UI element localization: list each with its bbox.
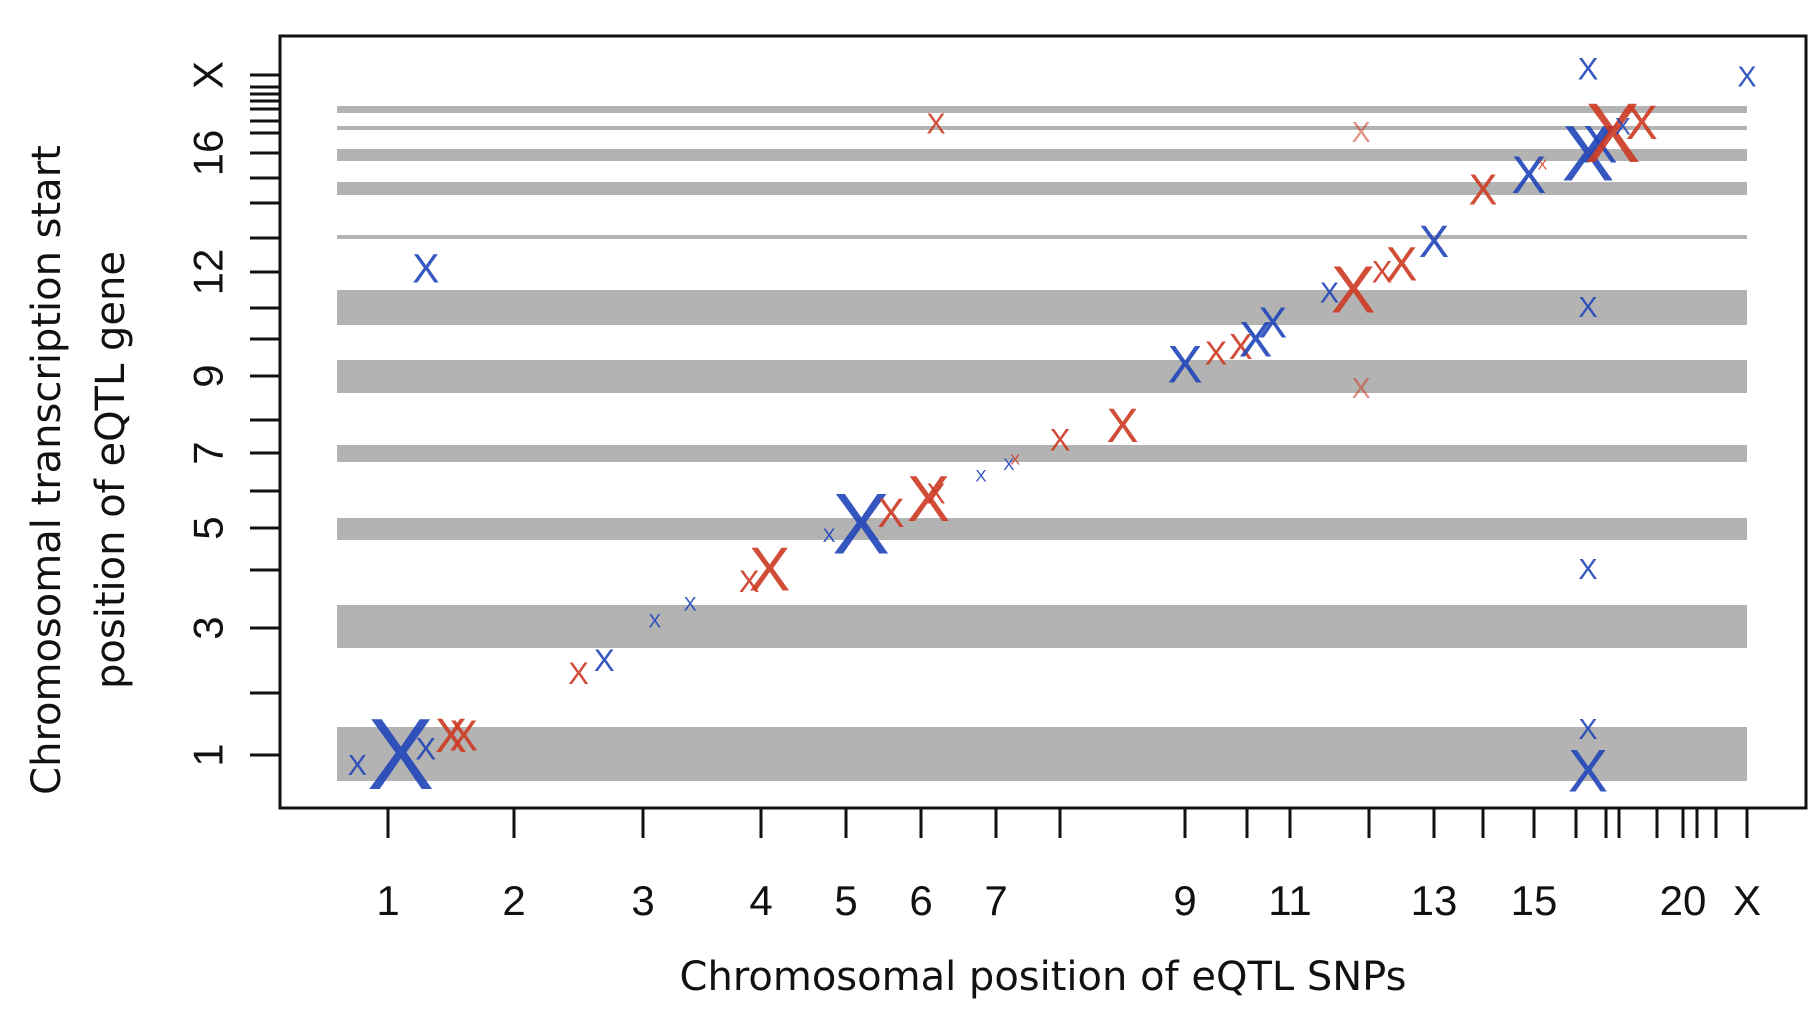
y-band-3 [337,518,1747,540]
y-band-7 [337,235,1747,239]
y-band-10 [337,126,1747,130]
data-point-31: X [1372,255,1393,290]
y-band-9 [337,149,1747,161]
data-point-10: X [684,594,697,615]
data-point-45: X [1578,292,1597,324]
y-tick-label-5: 5 [185,516,232,539]
data-point-40: X [1582,116,1617,175]
data-point-17: X [926,479,945,511]
y-band-8 [337,182,1747,195]
x-tick-label-13: 13 [1411,877,1458,924]
data-point-26: X [1229,326,1253,367]
y-band-group [337,106,1747,781]
y-band-5 [337,360,1747,393]
data-point-23: X [1106,400,1138,453]
x-tick-label-5: 5 [834,877,857,924]
y-band-11 [337,106,1747,113]
data-point-11: X [739,564,760,599]
y-tick-label-9: 9 [185,364,232,387]
x-tick-label-15: 15 [1511,877,1558,924]
y-axis: 1 3 5 7 9 12 16 X [185,61,280,767]
data-point-21: X [1010,453,1020,469]
data-point-5: X [449,712,478,760]
data-point-13: X [823,526,836,547]
data-point-20: X [1003,455,1014,474]
data-point-19: X [975,466,986,485]
x-tick-label-9: 9 [1173,877,1196,924]
x-tick-label-11: 11 [1268,877,1312,924]
x-tick-label-2: 2 [502,877,525,924]
data-point-22: X [1050,422,1071,457]
data-point-24: X [1167,335,1202,394]
data-point-46: X [1578,554,1597,586]
y-tick-label-1: 1 [185,743,232,766]
y-band-4 [337,445,1747,462]
data-point-25: X [1205,335,1227,372]
y-tick-label-12: 12 [185,249,232,296]
data-point-16: X [907,462,950,535]
y-axis-label-line-2: position of eQTL gene [88,251,134,689]
y-band-1 [337,727,1747,781]
x-tick-label-20: 20 [1660,877,1707,924]
data-point-34: X [1351,117,1370,149]
y-tick-label-7: 7 [185,441,232,464]
data-point-12: X [749,536,791,605]
data-point-39: X [1562,109,1615,198]
x-tick-label-3: 3 [631,877,654,924]
x-tick-label-6: 6 [909,877,932,924]
data-point-1: X [367,699,434,811]
y-axis-label-line-1: Chromosomal transcription start [24,145,70,795]
data-point-6: X [412,246,439,292]
x-axis: 1 2 3 4 5 6 7 9 11 13 15 20 X [376,808,1761,924]
data-point-44: X [1578,52,1599,87]
data-point-37: X [1511,146,1546,205]
data-point-41: X [1584,86,1640,180]
data-point-28: X [1258,300,1287,348]
data-point-42: X [1615,114,1631,141]
plot-frame [278,34,1808,810]
x-tick-label-7: 7 [984,877,1007,924]
data-point-35: X [1351,373,1370,405]
data-point-38: X [1538,158,1548,174]
data-point-47: X [1578,714,1597,746]
y-tick-label-3: 3 [185,616,232,639]
data-point-27: X [1239,311,1273,368]
data-point-18: X [926,109,945,141]
y-tick-label-x: X [185,61,232,89]
data-point-32: X [1385,239,1417,292]
y-tick-label-16: 16 [185,130,232,177]
data-point-14: X [832,476,890,572]
data-point-15: X [877,490,904,536]
x-axis-label: Chromosomal position of eQTL SNPs [680,954,1407,1000]
x-tick-label-4: 4 [749,877,772,924]
data-point-30: X [1331,253,1376,328]
data-point-49: X [1737,61,1756,93]
data-point-29: X [1320,278,1339,310]
data-point-36: X [1469,167,1498,215]
data-point-8: X [594,643,615,678]
x-tick-label-1: 1 [376,877,399,924]
data-point-9: X [648,612,661,633]
data-point-3: X [415,731,436,766]
y-band-2 [337,605,1747,648]
data-point-4: X [435,710,467,763]
data-point-48: X [1568,738,1608,805]
y-band-6 [337,290,1747,325]
data-point-2: X [348,750,367,782]
data-point-7: X [568,656,589,691]
x-tick-label-x: X [1733,877,1761,924]
data-point-33: X [1419,216,1449,267]
data-point-43: X [1626,97,1658,150]
